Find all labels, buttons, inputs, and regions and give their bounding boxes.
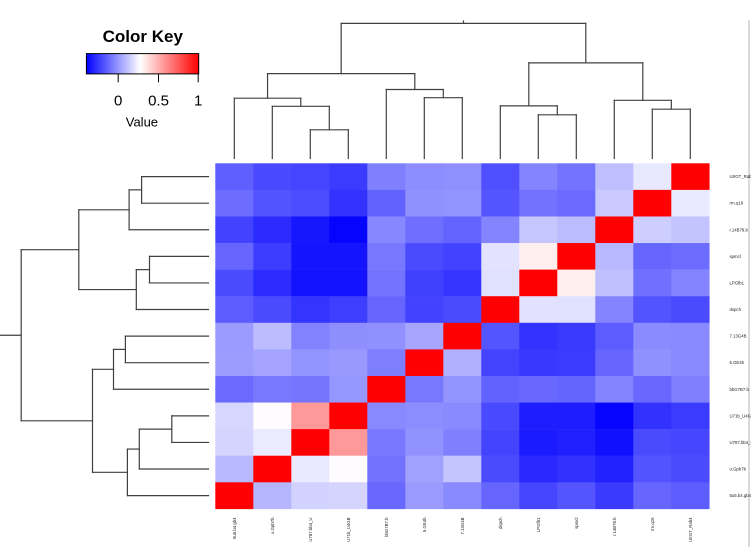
- svg-text:u.Gpb7b: u.Gpb7b: [730, 467, 747, 472]
- svg-text:rrn.q16: rrn.q16: [650, 517, 655, 531]
- svg-text:dspch: dspch: [730, 307, 742, 312]
- svg-text:spmcl: spmcl: [574, 517, 579, 528]
- svg-text:Color Key: Color Key: [103, 27, 184, 46]
- svg-text:U787.bb4_U: U787.bb4_U: [730, 440, 751, 445]
- svg-text:r.14B78.b: r.14B78.b: [612, 517, 617, 536]
- svg-text:5u5.b4.gb4: 5u5.b4.gb4: [730, 493, 751, 498]
- svg-text:r.14B78.b: r.14B78.b: [730, 227, 749, 232]
- svg-text:5.GE4b: 5.GE4b: [422, 517, 427, 532]
- svg-text:spmcl: spmcl: [730, 254, 741, 259]
- svg-text:rrn.q16: rrn.q16: [730, 201, 744, 206]
- svg-text:7.13G4B: 7.13G4B: [460, 517, 465, 534]
- svg-text:u.Gpb7b: u.Gpb7b: [270, 517, 275, 534]
- svg-text:0.5: 0.5: [148, 93, 169, 110]
- svg-text:UtrGT_Rab4: UtrGT_Rab4: [688, 517, 693, 542]
- svg-text:LPGfb1: LPGfb1: [536, 517, 541, 532]
- svg-text:7.13G4B: 7.13G4B: [730, 334, 747, 339]
- svg-text:U71b_U4GB: U71b_U4GB: [730, 413, 751, 418]
- svg-text:U71b_U4GB: U71b_U4GB: [346, 517, 351, 541]
- svg-text:U787.bb4_U: U787.bb4_U: [308, 518, 313, 542]
- svg-text:5.GE4b: 5.GE4b: [730, 360, 745, 365]
- svg-text:UtrGT_Rab4: UtrGT_Rab4: [730, 174, 751, 179]
- svg-text:1: 1: [194, 93, 202, 110]
- svg-text:dspch: dspch: [498, 517, 503, 529]
- svg-text:5u5.b4.gb4: 5u5.b4.gb4: [232, 517, 237, 539]
- svg-text:Value: Value: [126, 115, 158, 130]
- svg-text:bbG7B7.b: bbG7B7.b: [384, 517, 389, 537]
- svg-text:0: 0: [114, 93, 122, 110]
- svg-text:LPGfb1: LPGfb1: [730, 280, 745, 285]
- svg-text:bbG7B7.b: bbG7B7.b: [730, 387, 750, 392]
